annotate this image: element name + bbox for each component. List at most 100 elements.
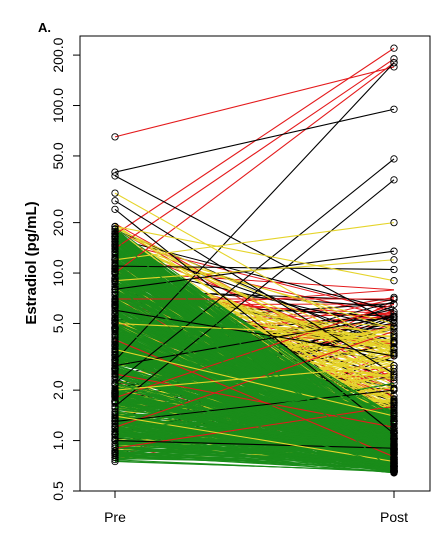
post-point [390,312,398,321]
pre-point [111,427,119,435]
pre-point [111,314,119,322]
pre-point [111,429,119,438]
post-point [390,44,398,52]
subject-line-green [114,382,395,468]
pre-point [111,362,119,370]
subject-line-black [114,108,395,173]
subject-line-yellow [114,248,395,325]
post-point [390,467,398,475]
subject-line-green [114,236,395,454]
post-point [390,440,398,448]
y-tick-label: 10.0 [50,259,66,286]
y-tick-label: 5.0 [50,314,66,334]
pre-point [111,327,119,335]
subject-line-black [114,175,395,324]
subject-line-red [114,303,395,399]
post-point [390,310,398,318]
post-point [390,370,398,378]
pre-point [111,319,119,328]
pre-point [111,349,119,357]
pre-point [111,290,119,299]
pre-point [111,168,119,176]
pre-point [111,323,119,331]
series-lines-layer [114,47,395,473]
post-point [390,444,398,452]
subject-line-green [114,396,395,433]
pre-point [111,366,119,374]
post-point [390,105,398,113]
subject-line-yellow [114,237,395,365]
subject-line-red [114,58,395,250]
pre-point [111,455,119,464]
subject-line-red [114,47,395,235]
subject-line-red [114,405,395,449]
subject-line-green [114,261,395,452]
pre-point [111,417,119,426]
post-point [390,59,398,67]
subject-line-yellow [114,242,395,330]
x-tick-label: Pre [104,509,126,525]
post-point [390,386,398,394]
y-tick-label: 2.0 [50,380,66,400]
subject-line-black [114,208,395,435]
pre-point [111,436,119,445]
subject-line-black [114,62,395,362]
pre-point [111,394,119,402]
post-point [390,155,398,163]
pre-point [111,258,119,267]
subject-line-yellow [114,222,395,261]
pre-point [111,336,119,344]
post-point [390,277,398,285]
subject-line-black [114,200,395,375]
pre-point [111,248,119,256]
subject-line-green [114,288,395,449]
pre-point [111,256,119,264]
post-point [390,429,398,438]
pre-point [111,379,119,387]
subject-line-black [114,309,395,357]
y-axis-title: Estradiol (pg/mL) [23,201,40,324]
post-point [390,345,398,354]
post-point [390,265,398,274]
subject-line-green [114,460,395,472]
subject-line-green [114,239,395,417]
points-layer [111,44,398,477]
plot-frame [79,35,431,492]
pre-point [111,370,119,378]
panel-label: A. [38,20,51,35]
post-point [390,336,398,345]
pre-point [111,235,119,243]
pre-point [111,267,119,275]
pre-point [111,402,119,411]
pre-point [111,345,119,354]
subject-line-green [114,382,395,435]
pre-point [111,306,119,314]
subject-line-yellow [114,225,395,282]
post-point [390,442,398,450]
post-point [390,453,398,461]
post-point [390,417,398,426]
subject-line-green [114,386,395,455]
x-tick-label: Post [380,509,408,525]
subject-line-red [114,62,395,274]
pre-point [111,415,119,423]
post-point [390,457,398,466]
pre-point [111,133,119,141]
subject-line-red [114,66,395,138]
post-point [390,332,398,340]
pre-point [111,298,119,306]
subject-line-green [114,390,395,456]
post-point [390,398,398,406]
pre-point [111,386,119,394]
subject-line-green [114,453,395,470]
post-point [390,256,398,264]
subject-line-green [114,352,395,473]
subject-line-green [114,439,395,464]
subject-line-yellow [114,192,395,350]
pre-point [111,420,119,428]
y-tick-label: 100.0 [50,88,66,123]
pre-point [111,233,119,241]
subject-line-green [114,430,395,456]
post-point [390,247,398,255]
